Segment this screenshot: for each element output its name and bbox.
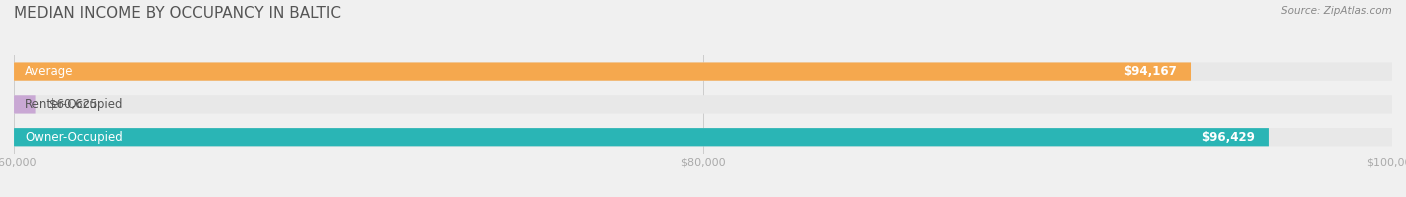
Text: Average: Average xyxy=(25,65,73,78)
Text: $60,625: $60,625 xyxy=(49,98,98,111)
Text: $94,167: $94,167 xyxy=(1123,65,1177,78)
FancyBboxPatch shape xyxy=(14,95,35,113)
FancyBboxPatch shape xyxy=(14,95,1392,114)
FancyBboxPatch shape xyxy=(14,62,1392,81)
Text: $96,429: $96,429 xyxy=(1201,131,1256,144)
Text: MEDIAN INCOME BY OCCUPANCY IN BALTIC: MEDIAN INCOME BY OCCUPANCY IN BALTIC xyxy=(14,6,342,21)
FancyBboxPatch shape xyxy=(14,128,1270,146)
Text: Renter-Occupied: Renter-Occupied xyxy=(25,98,124,111)
Text: Owner-Occupied: Owner-Occupied xyxy=(25,131,122,144)
FancyBboxPatch shape xyxy=(14,62,1191,81)
FancyBboxPatch shape xyxy=(14,128,1392,146)
Text: Source: ZipAtlas.com: Source: ZipAtlas.com xyxy=(1281,6,1392,16)
